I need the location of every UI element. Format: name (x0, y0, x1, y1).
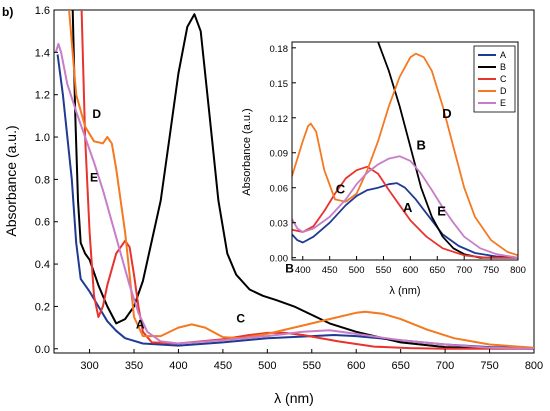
inset-plot-frame (291, 41, 519, 261)
inset-curve-label-e: E (437, 204, 446, 219)
main-curve-label-c: C (236, 311, 245, 325)
inset-y-tick-label: 0.18 (270, 44, 289, 55)
inset-plot: 400 450 500 550 600 650 700 750 800 0.00 0.03 0.06… (241, 41, 526, 297)
main-x-ticks: 300 350 400 450 500 550 600 650 700 750 800 (80, 349, 543, 372)
main-plot-frame (53, 9, 535, 354)
main-curve-label-d: D (92, 107, 101, 121)
inset-curve-label-b: B (416, 137, 425, 152)
inset-x-tick-label: 800 (510, 265, 526, 276)
inset-x-tick-label: 450 (322, 265, 338, 276)
inset-x-axis-title: λ (nm) (389, 285, 420, 297)
inset-legend-label-c: C (500, 74, 507, 84)
inset-x-tick-label: 600 (402, 265, 418, 276)
main-y-tick-label: 1.0 (35, 132, 50, 144)
main-x-tick-label: 550 (303, 360, 321, 372)
main-curve-label-e: E (90, 171, 98, 185)
main-x-tick-label: 350 (125, 360, 143, 372)
inset-legend-label-a: A (500, 50, 506, 60)
inset-x-tick-label: 750 (483, 265, 499, 276)
inset-x-tick-label: 500 (349, 265, 365, 276)
inset-y-tick-label: 0.00 (270, 254, 289, 265)
main-y-tick-label: 0.8 (35, 174, 50, 186)
main-y-tick-label: 1.2 (35, 90, 50, 102)
main-x-axis-title: λ (nm) (274, 390, 314, 406)
main-y-ticks: 0.0 0.2 0.4 0.6 0.8 1.0 1.2 1.4 1.6 (35, 5, 58, 356)
main-x-tick-label: 600 (347, 360, 365, 372)
inset-series-group (292, 42, 518, 259)
inset-series-d (292, 52, 518, 257)
panel-label: b) (2, 5, 13, 19)
inset-legend-label-e: E (500, 98, 506, 108)
inset-series-c (292, 165, 518, 259)
inset-y-tick-label: 0.03 (270, 219, 289, 230)
inset-curve-label-a: A (403, 200, 413, 215)
main-y-tick-label: 0.2 (35, 301, 50, 313)
main-x-tick-label: 500 (258, 360, 276, 372)
inset-curve-label-c: C (336, 182, 346, 197)
main-y-tick-label: 0.6 (35, 217, 50, 229)
inset-legend-label-d: D (500, 86, 507, 96)
inset-y-ticks: 0.00 0.03 0.06 0.09 0.12 0.15 0.18 (270, 44, 296, 265)
main-series-c (80, 10, 534, 350)
main-annotations: D E A C B (90, 107, 294, 332)
main-curve-label-b: B (285, 262, 294, 276)
main-series-d (68, 10, 534, 349)
main-y-tick-label: 1.4 (35, 47, 50, 59)
main-x-tick-label: 300 (80, 360, 98, 372)
main-series-e (54, 42, 534, 350)
main-x-tick-label: 650 (391, 360, 409, 372)
inset-y-tick-label: 0.15 (270, 79, 289, 90)
inset-x-tick-label: 400 (295, 265, 311, 276)
inset-annotations: D B C A E (336, 106, 452, 219)
main-x-tick-label: 800 (525, 360, 543, 372)
inset-curve-label-d: D (442, 106, 451, 121)
main-plot: 300 350 400 450 500 550 600 650 700 750 800 0.0 0.2… (3, 5, 543, 406)
main-y-tick-label: 0.0 (35, 344, 50, 356)
main-y-axis-title: Absorbance (a.u.) (3, 125, 19, 236)
main-series-group (54, 10, 534, 350)
main-x-tick-label: 400 (169, 360, 187, 372)
main-curve-label-a: A (136, 318, 145, 332)
inset-x-tick-label: 650 (429, 265, 445, 276)
inset-y-tick-label: 0.12 (270, 114, 289, 125)
inset-y-axis-title: Absorbance (a.u.) (241, 108, 253, 195)
inset-x-tick-label: 700 (456, 265, 472, 276)
inset-x-ticks: 400 450 500 550 600 650 700 750 800 (295, 256, 526, 276)
main-x-tick-label: 700 (436, 360, 454, 372)
main-y-tick-label: 0.4 (35, 259, 50, 271)
inset-series-e (292, 155, 518, 259)
inset-x-tick-label: 550 (376, 265, 392, 276)
main-x-tick-label: 450 (214, 360, 232, 372)
inset-series-a (292, 182, 518, 259)
inset-y-tick-label: 0.06 (270, 184, 289, 195)
main-x-tick-label: 750 (480, 360, 498, 372)
inset-y-tick-label: 0.09 (270, 149, 289, 160)
inset-legend-label-b: B (500, 62, 506, 72)
main-y-tick-label: 1.6 (35, 5, 50, 17)
